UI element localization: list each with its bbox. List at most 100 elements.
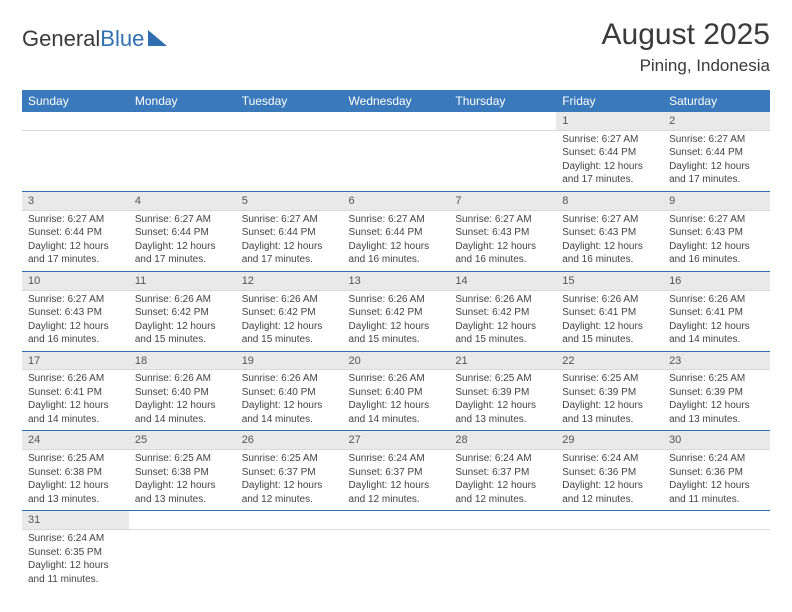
calendar-table: Sunday Monday Tuesday Wednesday Thursday… (22, 90, 770, 590)
day-number: 29 (556, 431, 663, 450)
daynum-row: 12 (22, 112, 770, 130)
day-cell: Sunrise: 6:27 AMSunset: 6:44 PMDaylight:… (129, 210, 236, 271)
day-day1: Daylight: 12 hours (135, 399, 230, 413)
day-day2: and 17 minutes. (562, 173, 657, 187)
day-number: 21 (449, 351, 556, 370)
day-sunset: Sunset: 6:39 PM (562, 386, 657, 400)
day-day1: Daylight: 12 hours (669, 240, 764, 254)
day-sunset: Sunset: 6:41 PM (562, 306, 657, 320)
day-number: 2 (663, 112, 770, 130)
day-sunrise: Sunrise: 6:26 AM (135, 372, 230, 386)
detail-row: Sunrise: 6:26 AMSunset: 6:41 PMDaylight:… (22, 370, 770, 431)
day-day1: Daylight: 12 hours (562, 399, 657, 413)
day-number: 10 (22, 271, 129, 290)
day-number: 7 (449, 191, 556, 210)
day-sunset: Sunset: 6:40 PM (349, 386, 444, 400)
day-day1: Daylight: 12 hours (455, 240, 550, 254)
day-sunset: Sunset: 6:36 PM (669, 466, 764, 480)
day-day1: Daylight: 12 hours (455, 479, 550, 493)
day-sunrise: Sunrise: 6:25 AM (562, 372, 657, 386)
day-number: 4 (129, 191, 236, 210)
day-sunset: Sunset: 6:42 PM (242, 306, 337, 320)
brand-part1: General (22, 26, 100, 52)
day-cell: Sunrise: 6:26 AMSunset: 6:42 PMDaylight:… (129, 290, 236, 351)
day-number (663, 511, 770, 530)
day-sunrise: Sunrise: 6:26 AM (28, 372, 123, 386)
brand-part2: Blue (100, 26, 144, 52)
day-day1: Daylight: 12 hours (28, 399, 123, 413)
day-number: 30 (663, 431, 770, 450)
day-day1: Daylight: 12 hours (669, 320, 764, 334)
day-sunrise: Sunrise: 6:26 AM (455, 293, 550, 307)
day-day2: and 14 minutes. (135, 413, 230, 427)
day-sunset: Sunset: 6:44 PM (349, 226, 444, 240)
day-number: 27 (343, 431, 450, 450)
day-number: 11 (129, 271, 236, 290)
day-sunrise: Sunrise: 6:27 AM (28, 293, 123, 307)
day-number: 24 (22, 431, 129, 450)
weekday-header: Wednesday (343, 90, 450, 112)
day-cell: Sunrise: 6:24 AMSunset: 6:37 PMDaylight:… (449, 450, 556, 511)
day-cell: Sunrise: 6:27 AMSunset: 6:44 PMDaylight:… (236, 210, 343, 271)
day-cell (129, 530, 236, 591)
day-sunset: Sunset: 6:38 PM (28, 466, 123, 480)
day-day2: and 16 minutes. (28, 333, 123, 347)
day-number: 20 (343, 351, 450, 370)
day-cell: Sunrise: 6:26 AMSunset: 6:42 PMDaylight:… (343, 290, 450, 351)
day-number: 22 (556, 351, 663, 370)
day-day1: Daylight: 12 hours (349, 479, 444, 493)
day-sunrise: Sunrise: 6:27 AM (349, 213, 444, 227)
day-cell: Sunrise: 6:24 AMSunset: 6:36 PMDaylight:… (663, 450, 770, 511)
day-day1: Daylight: 12 hours (28, 479, 123, 493)
day-day1: Daylight: 12 hours (28, 320, 123, 334)
daynum-row: 3456789 (22, 191, 770, 210)
day-number: 23 (663, 351, 770, 370)
day-sunset: Sunset: 6:40 PM (242, 386, 337, 400)
day-sunrise: Sunrise: 6:26 AM (135, 293, 230, 307)
day-cell: Sunrise: 6:24 AMSunset: 6:35 PMDaylight:… (22, 530, 129, 591)
day-day2: and 17 minutes. (28, 253, 123, 267)
detail-row: Sunrise: 6:27 AMSunset: 6:44 PMDaylight:… (22, 130, 770, 191)
day-cell (449, 130, 556, 191)
day-day2: and 15 minutes. (135, 333, 230, 347)
day-sunset: Sunset: 6:43 PM (562, 226, 657, 240)
day-number: 31 (22, 511, 129, 530)
day-number: 28 (449, 431, 556, 450)
daynum-row: 10111213141516 (22, 271, 770, 290)
day-cell (22, 130, 129, 191)
weekday-header: Friday (556, 90, 663, 112)
day-sunrise: Sunrise: 6:27 AM (455, 213, 550, 227)
location-title: Pining, Indonesia (602, 56, 770, 76)
day-cell: Sunrise: 6:26 AMSunset: 6:41 PMDaylight:… (22, 370, 129, 431)
day-number (236, 112, 343, 130)
day-sunset: Sunset: 6:43 PM (28, 306, 123, 320)
day-sunset: Sunset: 6:37 PM (242, 466, 337, 480)
day-day1: Daylight: 12 hours (242, 320, 337, 334)
day-day1: Daylight: 12 hours (349, 240, 444, 254)
day-day2: and 14 minutes. (349, 413, 444, 427)
day-day2: and 17 minutes. (135, 253, 230, 267)
day-sunrise: Sunrise: 6:26 AM (349, 372, 444, 386)
day-sunrise: Sunrise: 6:27 AM (562, 133, 657, 147)
day-day1: Daylight: 12 hours (669, 160, 764, 174)
day-day2: and 14 minutes. (669, 333, 764, 347)
day-number: 16 (663, 271, 770, 290)
day-sunset: Sunset: 6:41 PM (28, 386, 123, 400)
day-number: 12 (236, 271, 343, 290)
day-day1: Daylight: 12 hours (562, 240, 657, 254)
detail-row: Sunrise: 6:27 AMSunset: 6:44 PMDaylight:… (22, 210, 770, 271)
day-day2: and 16 minutes. (669, 253, 764, 267)
day-cell: Sunrise: 6:26 AMSunset: 6:42 PMDaylight:… (449, 290, 556, 351)
day-cell (663, 530, 770, 591)
day-cell: Sunrise: 6:26 AMSunset: 6:40 PMDaylight:… (343, 370, 450, 431)
day-cell (343, 130, 450, 191)
day-cell (236, 130, 343, 191)
month-title: August 2025 (602, 18, 770, 52)
day-day1: Daylight: 12 hours (135, 240, 230, 254)
day-cell: Sunrise: 6:26 AMSunset: 6:40 PMDaylight:… (236, 370, 343, 431)
detail-row: Sunrise: 6:27 AMSunset: 6:43 PMDaylight:… (22, 290, 770, 351)
day-number (129, 511, 236, 530)
day-day1: Daylight: 12 hours (242, 479, 337, 493)
day-number (22, 112, 129, 130)
day-sunrise: Sunrise: 6:26 AM (669, 293, 764, 307)
